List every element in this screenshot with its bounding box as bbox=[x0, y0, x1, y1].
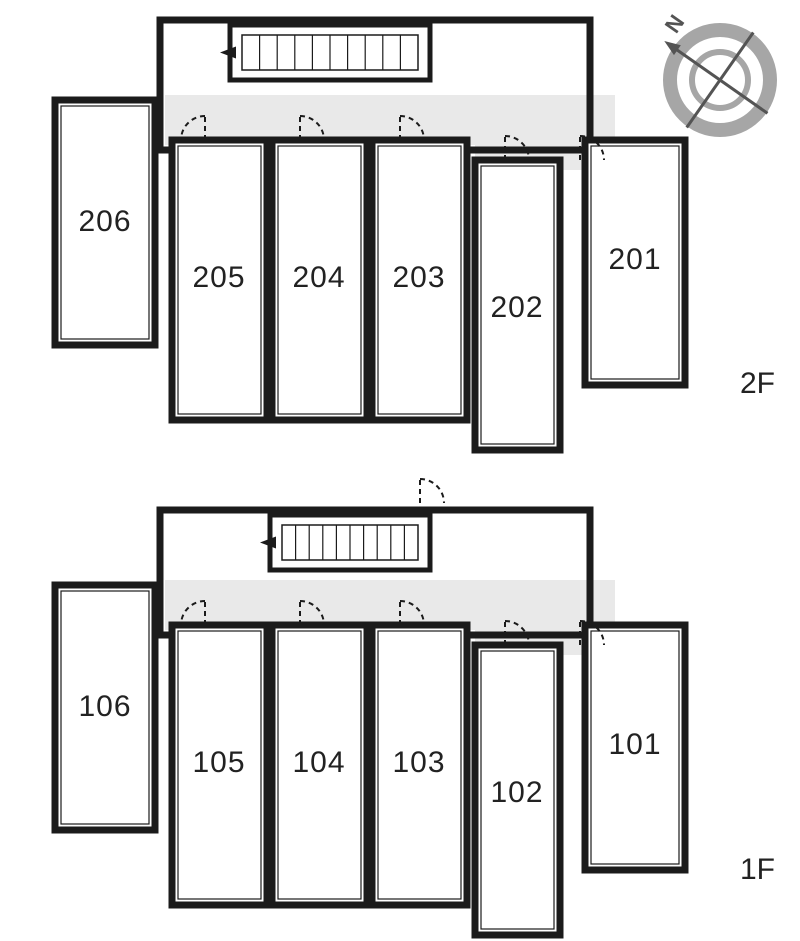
floor-label-2F: 2F bbox=[740, 367, 775, 401]
label-u202: 202 bbox=[490, 291, 543, 325]
floorplan-canvas: N 206 205 204 203 202 201 2F 106 105 104 103 102 101… bbox=[0, 0, 800, 941]
label-u104: 104 bbox=[292, 746, 345, 780]
label-u206: 206 bbox=[78, 205, 131, 239]
door-swing bbox=[420, 479, 444, 503]
label-u204: 204 bbox=[292, 261, 345, 295]
label-u102: 102 bbox=[490, 776, 543, 810]
label-u101: 101 bbox=[608, 728, 661, 762]
label-u205: 205 bbox=[192, 261, 245, 295]
label-u105: 105 bbox=[192, 746, 245, 780]
floor-label-1F: 1F bbox=[740, 853, 775, 887]
compass-north-label: N bbox=[660, 10, 690, 37]
label-u203: 203 bbox=[392, 261, 445, 295]
label-u201: 201 bbox=[608, 243, 661, 277]
floorplan-svg: N bbox=[0, 0, 800, 941]
label-u103: 103 bbox=[392, 746, 445, 780]
label-u106: 106 bbox=[78, 690, 131, 724]
